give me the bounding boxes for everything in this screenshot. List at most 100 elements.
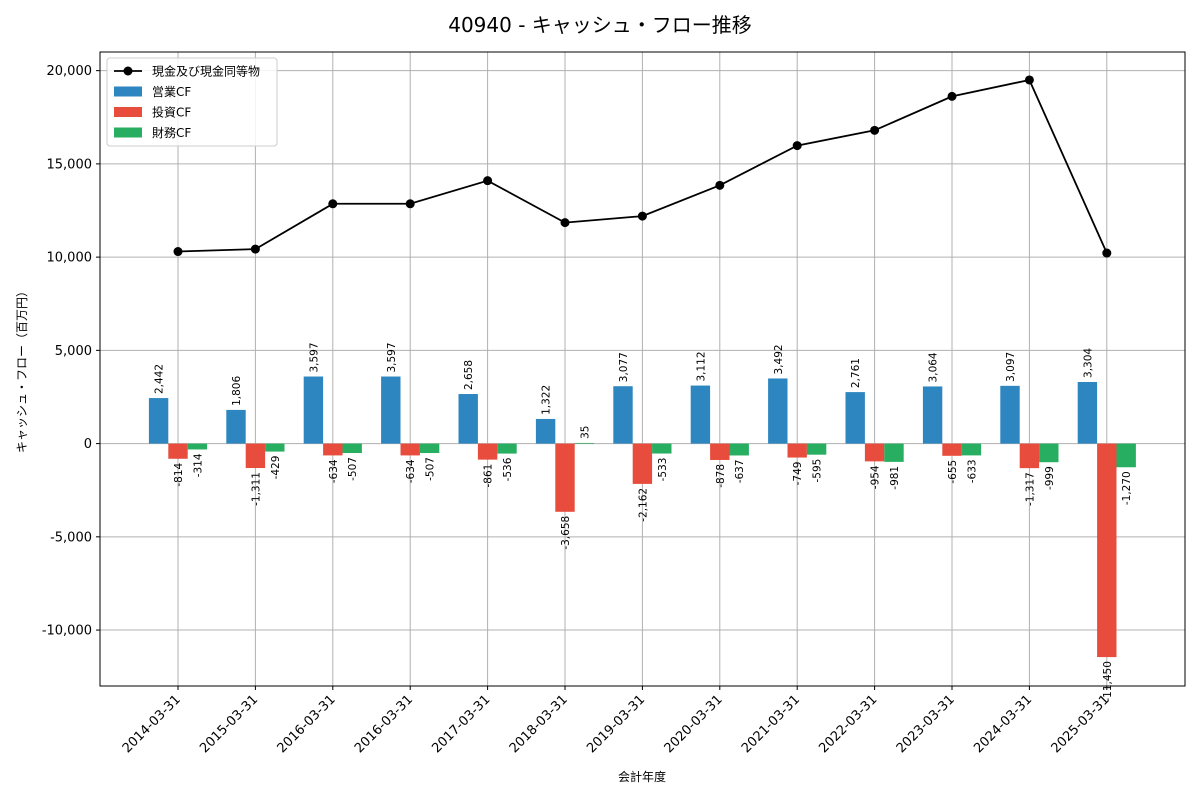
y-tick-label: 15,000 — [47, 157, 93, 172]
cash-point — [715, 180, 725, 190]
bar-operating — [690, 385, 711, 444]
cash-point — [405, 199, 415, 209]
bar-operating — [845, 392, 865, 444]
bar-financing — [574, 442, 595, 444]
y-axis-label: キャッシュ・フロー（百万円） — [15, 285, 29, 453]
data-label: 1,322 — [541, 385, 553, 415]
legend-marker — [123, 66, 133, 76]
data-label: 3,097 — [1005, 352, 1017, 382]
data-label: -634 — [328, 459, 340, 483]
cash-point — [947, 91, 957, 101]
y-tick-label: 5,000 — [55, 344, 92, 359]
bar-operating — [303, 376, 324, 444]
cash-point — [870, 125, 880, 135]
bars-layer — [148, 376, 1136, 658]
data-label: -2,162 — [637, 488, 649, 522]
data-label: -429 — [270, 456, 282, 480]
legend-box — [106, 57, 278, 147]
bar-financing — [497, 443, 517, 454]
data-label: 3,304 — [1082, 348, 1094, 378]
bar-financing — [1116, 443, 1136, 468]
data-label: -981 — [889, 466, 901, 490]
bar-financing — [342, 443, 362, 454]
bar-financing — [729, 443, 749, 456]
bar-investing — [710, 443, 730, 460]
cash-point — [637, 211, 647, 221]
data-label: -954 — [870, 465, 882, 489]
data-label: 3,597 — [386, 342, 398, 372]
bar-investing — [787, 443, 807, 458]
line-layer — [173, 75, 1112, 258]
data-label: -1,311 — [250, 472, 262, 506]
bar-investing — [1019, 443, 1040, 469]
bar-operating — [535, 418, 556, 444]
bar-operating — [148, 398, 169, 444]
bar-operating — [381, 376, 401, 444]
cash-point — [560, 218, 570, 228]
data-label: -814 — [173, 462, 185, 486]
data-label: 2,442 — [154, 364, 166, 394]
y-tick-label: 10,000 — [47, 251, 93, 266]
bar-financing — [652, 443, 672, 454]
bar-operating — [1077, 381, 1098, 444]
bar-investing — [400, 443, 420, 456]
legend-label: 財務CF — [152, 125, 191, 140]
data-label: -11,450 — [1102, 661, 1114, 702]
bar-financing — [1039, 443, 1059, 463]
data-label: -633 — [966, 459, 978, 483]
bar-investing — [477, 443, 498, 460]
data-label: 3,112 — [695, 351, 707, 381]
data-label: 3,492 — [773, 344, 785, 374]
data-label: -655 — [947, 460, 959, 484]
legend-bar-swatch — [114, 107, 142, 117]
data-label: -536 — [502, 457, 514, 481]
data-label: -749 — [792, 462, 804, 486]
cash-point — [1102, 248, 1112, 258]
bar-financing — [884, 443, 904, 462]
data-label: -314 — [192, 453, 204, 477]
bar-investing — [864, 443, 885, 462]
y-tick-label: 20,000 — [47, 64, 93, 79]
bar-operating — [922, 386, 943, 444]
data-label: -533 — [657, 458, 669, 482]
data-label: 35 — [579, 426, 591, 439]
cash-point — [792, 141, 802, 151]
bar-investing — [245, 443, 266, 469]
data-label: 3,077 — [618, 352, 630, 382]
data-labels-layer: 2,442 1,806 3,597 3,597 2,658 1,322 3,077 3,112… — [154, 342, 1134, 701]
cash-point — [1024, 75, 1034, 85]
data-label: -595 — [812, 459, 824, 483]
bar-investing — [168, 443, 188, 459]
data-label: -861 — [483, 464, 495, 488]
y-tick-label: -5,000 — [50, 530, 92, 545]
data-label: 2,658 — [463, 360, 475, 390]
legend-bar-swatch — [114, 127, 142, 138]
bar-operating — [226, 409, 246, 444]
bar-investing — [323, 443, 343, 456]
bar-investing — [942, 443, 962, 456]
legend-label: 現金及び現金同等物 — [152, 64, 260, 79]
bar-operating — [1000, 385, 1020, 444]
bar-investing — [632, 443, 653, 484]
data-label: -1,317 — [1024, 472, 1036, 506]
bar-operating — [613, 386, 633, 444]
bar-financing — [419, 443, 440, 454]
cash-point — [250, 244, 260, 254]
x-axis-label: 会計年度 — [618, 769, 666, 784]
chart-title: 40940 - キャッシュ・フロー推移 — [448, 13, 752, 37]
data-label: -878 — [715, 464, 727, 488]
data-label: -3,658 — [560, 516, 572, 550]
cash-point — [173, 247, 183, 257]
data-label: -637 — [734, 459, 746, 483]
bar-operating — [458, 394, 478, 444]
data-label: -1,270 — [1121, 471, 1133, 505]
data-label: 1,806 — [231, 376, 243, 406]
y-tick-label: -10,000 — [42, 624, 92, 639]
legend-label: 投資CF — [152, 105, 191, 120]
bar-operating — [768, 378, 788, 444]
data-label: -634 — [405, 459, 417, 483]
data-label: 3,597 — [308, 342, 320, 372]
data-label: 2,761 — [850, 358, 862, 388]
